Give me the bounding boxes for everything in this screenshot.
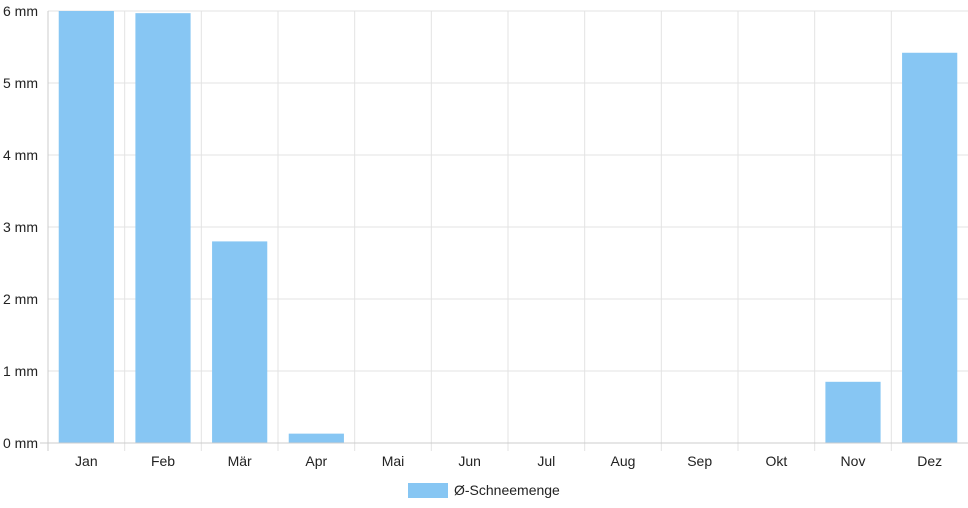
bar-apr[interactable] bbox=[288, 433, 344, 443]
y-tick-labels: 0 mm 1 mm 2 mm 3 mm 4 mm 5 mm 6 mm bbox=[3, 3, 38, 451]
grid-lines bbox=[48, 10, 968, 451]
bar-jan[interactable] bbox=[58, 11, 114, 443]
x-tick-label: Mär bbox=[228, 453, 252, 469]
y-tick-label: 2 mm bbox=[3, 291, 38, 307]
x-tick-label: Jan bbox=[75, 453, 98, 469]
x-tick-label: Apr bbox=[305, 453, 327, 469]
axes-group bbox=[40, 11, 968, 451]
x-tick-label: Aug bbox=[611, 453, 636, 469]
y-tick-label: 4 mm bbox=[3, 147, 38, 163]
x-tick-labels: Jan Feb Mär Apr Mai Jun Jul Aug Sep Okt Nov Dez bbox=[75, 453, 942, 469]
x-tick-label: Jun bbox=[458, 453, 481, 469]
x-tick-label: Dez bbox=[917, 453, 942, 469]
y-tick-label: 6 mm bbox=[3, 3, 38, 19]
legend-label[interactable]: Ø-Schneemenge bbox=[454, 482, 560, 498]
x-tick-label: Jul bbox=[537, 453, 555, 469]
x-tick-label: Mai bbox=[382, 453, 405, 469]
bars-group bbox=[58, 11, 958, 443]
y-tick-label: 1 mm bbox=[3, 363, 38, 379]
bar-nov[interactable] bbox=[825, 381, 881, 443]
x-tick-label: Feb bbox=[151, 453, 175, 469]
x-tick-label: Okt bbox=[765, 453, 787, 469]
legend[interactable]: Ø-Schneemenge bbox=[408, 482, 560, 498]
bar-feb[interactable] bbox=[135, 13, 191, 443]
legend-swatch[interactable] bbox=[408, 483, 448, 498]
x-tick-label: Nov bbox=[841, 453, 866, 469]
y-tick-label: 0 mm bbox=[3, 435, 38, 451]
x-tick-label: Sep bbox=[687, 453, 712, 469]
bar-dez[interactable] bbox=[902, 52, 958, 443]
y-tick-label: 5 mm bbox=[3, 75, 38, 91]
bar-mär[interactable] bbox=[212, 241, 268, 443]
y-tick-label: 3 mm bbox=[3, 219, 38, 235]
